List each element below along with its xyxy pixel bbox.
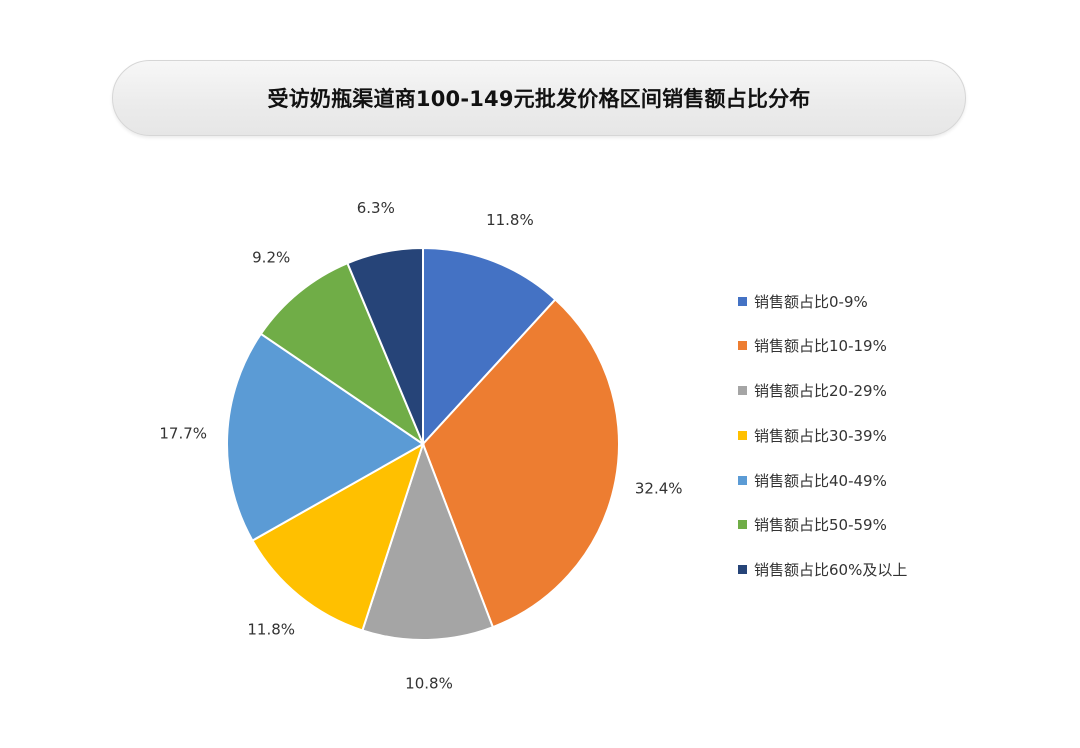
- pie-slice-2: [421, 298, 620, 629]
- legend-label-3: 销售额占比20-29%: [754, 382, 887, 401]
- slice-data-label-2: 32.4%: [635, 480, 683, 498]
- slice-data-label-6: 9.2%: [252, 249, 290, 267]
- legend-swatch-6: [738, 520, 747, 530]
- chart-title-box: 受访奶瓶渠道商100-149元批发价格区间销售额占比分布: [112, 60, 966, 136]
- legend-label-2: 销售额占比10-19%: [754, 337, 887, 356]
- legend-label-6: 销售额占比50-59%: [754, 516, 887, 535]
- legend-label-1: 销售额占比0-9%: [754, 292, 868, 311]
- pie-slice-6: [259, 261, 426, 447]
- pie-slice-5: [226, 332, 425, 542]
- legend-swatch-2: [738, 341, 747, 351]
- legend-item-7: 销售额占比60%及以上: [738, 559, 978, 581]
- chart-title: 受访奶瓶渠道商100-149元批发价格区间销售额占比分布: [267, 87, 811, 111]
- slice-data-label-3: 10.8%: [405, 674, 453, 692]
- pie-slice-7: [346, 246, 424, 445]
- legend-swatch-4: [738, 430, 747, 440]
- pie-slice-3: [361, 440, 495, 641]
- legend-item-4: 销售额占比30-39%: [738, 424, 978, 446]
- slice-data-label-4: 11.8%: [247, 620, 295, 638]
- legend-swatch-7: [738, 565, 747, 575]
- legend-item-5: 销售额占比40-49%: [738, 469, 978, 491]
- slice-data-label-7: 6.3%: [357, 199, 395, 217]
- legend-item-1: 销售额占比0-9%: [738, 290, 978, 312]
- legend-label-7: 销售额占比60%及以上: [754, 561, 908, 580]
- slice-data-label-1: 11.8%: [486, 211, 534, 229]
- pie-slice-1: [422, 246, 557, 447]
- legend-item-6: 销售额占比50-59%: [738, 514, 978, 536]
- legend-swatch-1: [738, 296, 747, 306]
- slice-data-label-5: 17.7%: [159, 425, 207, 443]
- chart-legend: 销售额占比0-9% 销售额占比10-19% 销售额占比20-29% 销售额占比30-3…: [738, 290, 978, 604]
- legend-item-3: 销售额占比20-29%: [738, 380, 978, 402]
- pie-slice-4: [251, 441, 425, 632]
- legend-item-2: 销售额占比10-19%: [738, 335, 978, 357]
- legend-label-4: 销售额占比30-39%: [754, 426, 887, 445]
- legend-swatch-5: [738, 475, 747, 485]
- legend-swatch-3: [738, 386, 747, 396]
- legend-label-5: 销售额占比40-49%: [754, 471, 887, 490]
